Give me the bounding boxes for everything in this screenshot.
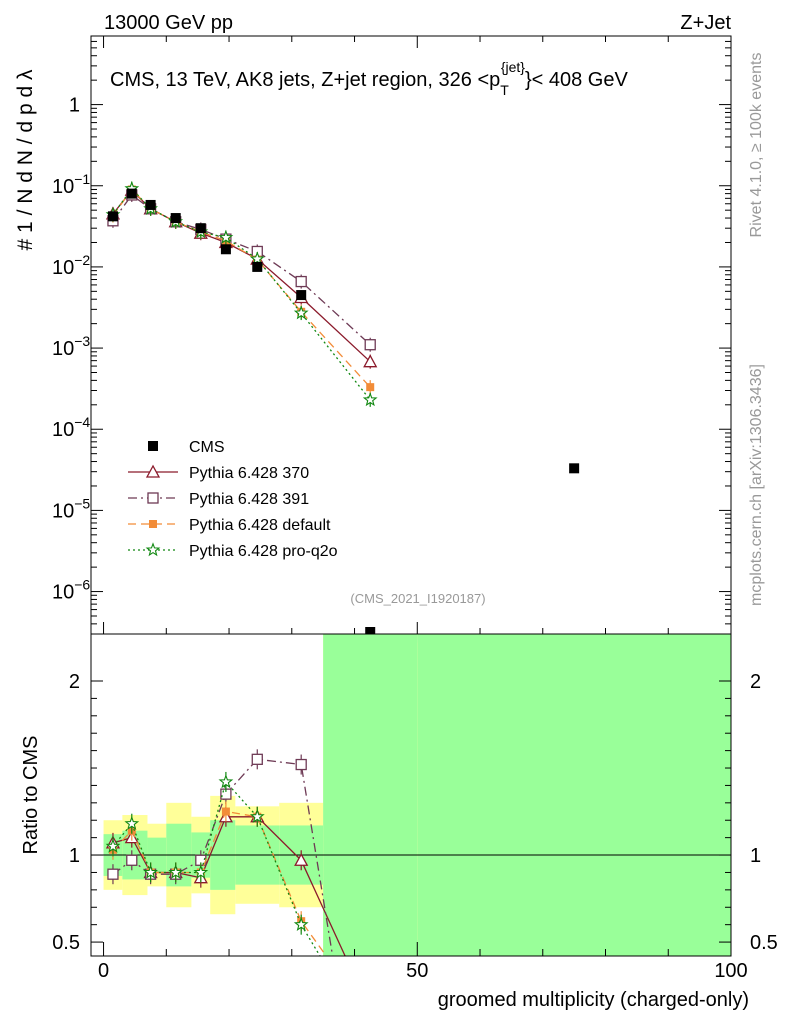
ratio-marker — [143, 864, 158, 879]
mcplots-source: mcplots.cern.ch [arXiv:1306.3436] — [748, 364, 765, 606]
header-left: 13000 GeV pp — [104, 12, 233, 34]
legend-marker — [147, 492, 159, 504]
series-line — [112, 187, 371, 401]
svg-text:# 1 / N d N / d p d λ: # 1 / N d N / d p d λ — [14, 69, 37, 250]
series-marker — [362, 392, 378, 407]
ratio-marker — [251, 753, 263, 765]
ratio-series — [105, 749, 346, 957]
ratio-y-tick-label: 0.5 — [52, 932, 80, 954]
ratio-y-tick-label: 2 — [69, 671, 80, 693]
y-axis-title: # 1 / N d N / d p d λ — [14, 69, 37, 250]
cms-data-point — [170, 213, 181, 224]
ratio-marker — [126, 854, 138, 866]
ratio-y-tick-label: 1 — [69, 845, 80, 867]
cms-data-point — [569, 463, 580, 474]
y-tick-label: 10−3 — [52, 333, 90, 360]
cms-data-point — [195, 223, 206, 234]
series-line — [112, 194, 371, 346]
ratio-marker — [294, 852, 309, 866]
x-tick-label: 100 — [714, 960, 747, 982]
ratio-y-tick-label-right: 0.5 — [750, 932, 778, 954]
x-tick-label: 0 — [98, 960, 109, 982]
ratio-marker — [107, 868, 119, 880]
series-marker — [363, 354, 378, 368]
series-marker — [364, 339, 376, 351]
series-marker — [295, 275, 307, 288]
series-line — [112, 188, 371, 388]
ratio-band-green — [417, 634, 731, 956]
cms-data-point — [296, 290, 307, 301]
y-tick-label: 10−6 — [52, 577, 90, 604]
header-right: Z+Jet — [680, 12, 731, 34]
ratio-band-green — [323, 634, 418, 956]
ratio-marker — [124, 815, 140, 830]
y-tick-label: 10−2 — [52, 252, 90, 279]
ratio-y-tick-label-right: 2 — [750, 671, 761, 693]
main-ticks: 1 10−1 10−2 10−3 10−4 10−5 10−6 — [52, 35, 732, 635]
legend-marker — [149, 520, 157, 528]
ratio-y-tick-label-right: 1 — [750, 845, 761, 867]
cms-data-point — [107, 211, 118, 222]
ratio-marker — [105, 838, 121, 853]
ratio-marker — [249, 809, 265, 824]
ratio-marker — [293, 916, 309, 931]
legend-marker — [148, 441, 158, 451]
legend-label: Pythia 6.428 pro-q2o — [189, 543, 338, 560]
cms-data-point — [145, 199, 156, 210]
legend: CMS Pythia 6.428 370 Pythia 6.428 391 Pythi… — [128, 439, 338, 560]
y-tick-label: 1 — [69, 95, 80, 117]
legend-label: Pythia 6.428 default — [189, 517, 331, 534]
main-series — [105, 180, 580, 637]
cms-data-point — [220, 244, 231, 255]
x-axis-label: groomed multiplicity (charged-only) — [438, 989, 749, 1011]
ratio-panel: 0.5 0.5 1 1 2 2 0 50 100 — [52, 633, 778, 982]
series-marker — [218, 229, 234, 244]
main-title: CMS, 13 TeV, AK8 jets, Z+jet region, 326… — [110, 59, 628, 98]
legend-label: Pythia 6.428 391 — [189, 491, 309, 508]
ratio-marker — [221, 807, 230, 816]
ratio-marker — [218, 774, 234, 789]
y-tick-label: 10−1 — [52, 171, 90, 198]
analysis-tag: (CMS_2021_I1920187) — [350, 591, 485, 606]
rivet-version: Rivet 4.1.0, ≥ 100k events — [748, 53, 765, 238]
series-marker — [249, 251, 265, 266]
ratio-bands — [103, 634, 731, 956]
ratio-marker — [295, 758, 307, 771]
ratio-ticks: 0.5 0.5 1 1 2 2 0 50 100 — [52, 671, 778, 982]
cms-data-point — [252, 261, 263, 272]
ratio-marker — [168, 864, 184, 879]
x-tick-label: 50 — [406, 960, 428, 982]
y-tick-label: 10−4 — [52, 414, 90, 441]
legend-label: CMS — [189, 439, 225, 456]
cms-data-point — [126, 188, 137, 199]
series-line — [112, 189, 371, 363]
main-frame — [90, 35, 732, 635]
legend-label: Pythia 6.428 370 — [189, 465, 309, 482]
legend-marker — [145, 542, 161, 557]
cms-data-point — [365, 627, 376, 637]
series-marker — [366, 383, 375, 392]
ratio-marker — [193, 864, 209, 879]
y-tick-label: 10−5 — [52, 495, 90, 522]
ratio-ylabel: Ratio to CMS — [20, 736, 42, 855]
legend-marker — [145, 464, 161, 478]
ratio-frame — [90, 633, 732, 957]
series-marker — [293, 305, 309, 320]
